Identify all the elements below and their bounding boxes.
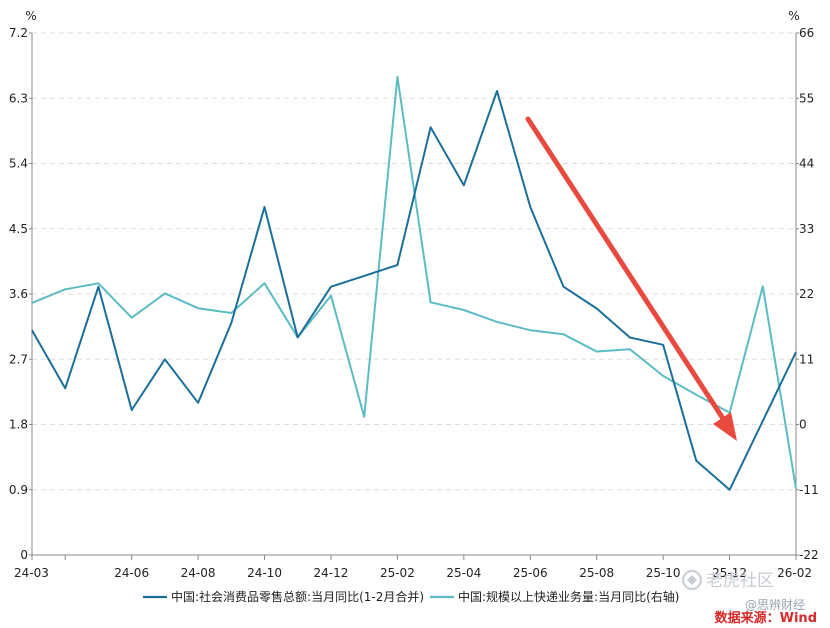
x-tick-label: 24-03 (14, 566, 49, 580)
watermark-brand: @思辨财经 (745, 598, 805, 612)
right-tick-label: -22 (799, 548, 819, 562)
tiger-logo-icon (682, 570, 702, 590)
x-tick-label: 24-12 (314, 566, 349, 580)
legend-label-express-volume: 中国:规模以上快递业务量:当月同比(右轴) (458, 589, 679, 604)
x-tick-label: 24-08 (181, 566, 216, 580)
x-tick-label: 24-10 (247, 566, 282, 580)
left-tick-label: 5.4 (9, 157, 28, 171)
left-tick-label: 1.8 (9, 418, 28, 432)
gridlines (32, 32, 796, 491)
x-tick-label: 26-02 (777, 566, 812, 580)
right-tick-label: 55 (799, 91, 814, 105)
left-axis-unit: % (25, 9, 36, 23)
series-line-retail-sales (31, 90, 797, 491)
x-tick-label: 25-02 (380, 566, 415, 580)
legend: 中国:社会消费品零售总额:当月同比(1-2月合并) 中国:规模以上快递业务量:当… (143, 589, 679, 604)
right-tick-label: 0 (799, 418, 807, 432)
right-axis-unit: % (788, 9, 799, 23)
watermark: 老虎社区 @思辨财经 (682, 570, 805, 612)
left-tick-label: 3.6 (9, 287, 28, 301)
left-tick-label: 4.5 (9, 222, 28, 236)
legend-label-retail-sales: 中国:社会消费品零售总额:当月同比(1-2月合并) (171, 589, 424, 604)
right-tick-label: 44 (799, 157, 814, 171)
data-source: 数据来源：Wind (715, 610, 817, 626)
right-tick-label: 33 (799, 222, 814, 236)
left-tick-label: 6.3 (9, 91, 28, 105)
right-tick-label: 66 (799, 26, 814, 40)
watermark-logo-text: 老虎社区 (706, 571, 774, 591)
left-tick-label: 7.2 (9, 26, 28, 40)
left-tick-label: 0.9 (9, 483, 28, 497)
series-lines (31, 75, 797, 491)
right-tick-label: 11 (799, 352, 814, 366)
right-tick-label: 22 (799, 287, 814, 301)
x-tick-label: 25-08 (579, 566, 614, 580)
left-tick-label: 0 (20, 548, 28, 562)
trend-arrow (525, 116, 737, 441)
x-tick-label: 24-06 (114, 566, 149, 580)
trend-arrow-head (713, 412, 737, 441)
left-tick-label: 2.7 (9, 352, 28, 366)
x-tick-label: 25-04 (446, 566, 481, 580)
axes: 0 -22 0.9 -11 1.8 0 2.7 11 3.6 22 4.5 33 5.4 44 6.3 55 7… (9, 26, 819, 580)
x-tick-label: 25-12 (712, 566, 747, 580)
right-tick-label: -11 (799, 483, 819, 497)
x-tick-label: 25-10 (646, 566, 681, 580)
x-tick-label: 25-06 (513, 566, 548, 580)
trend-arrow-shaft (525, 116, 725, 420)
series-line-express-volume (31, 75, 797, 489)
